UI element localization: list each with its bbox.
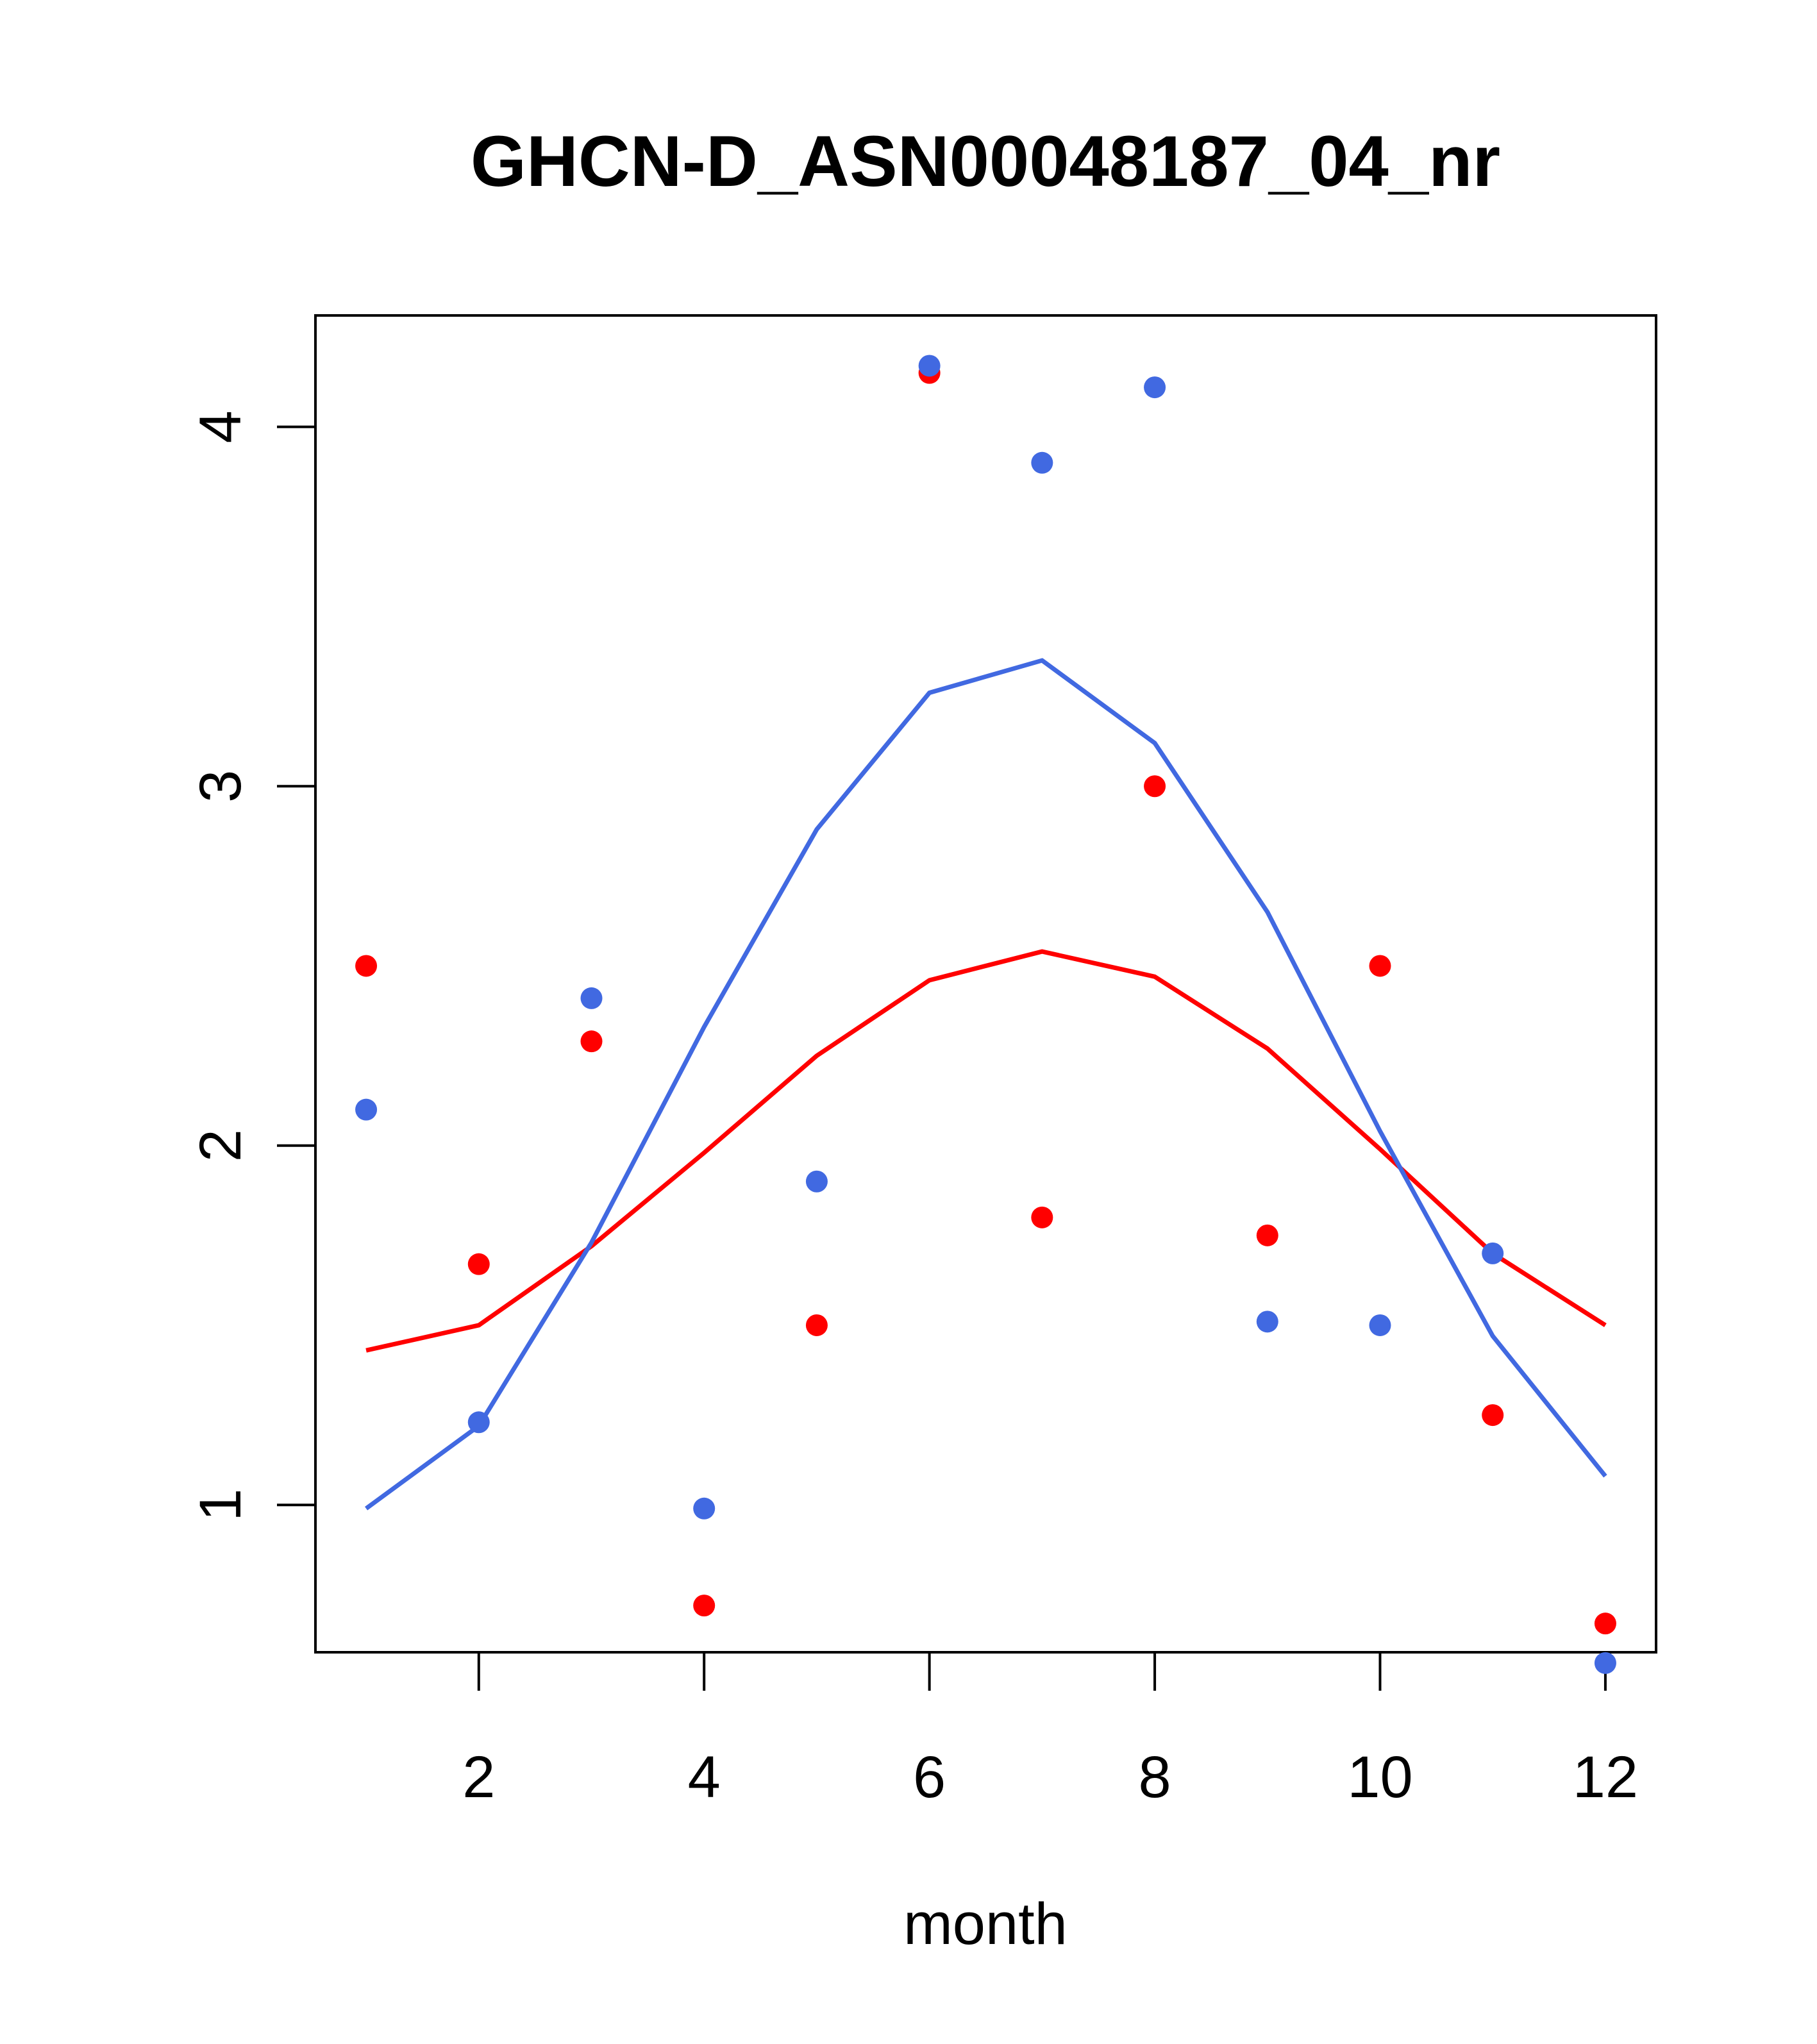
red-points-point-9 — [1256, 1224, 1278, 1246]
y-tick-label-4: 4 — [188, 410, 253, 443]
x-axis-label: month — [903, 1891, 1068, 1957]
blue-points-point-7 — [1031, 451, 1053, 474]
series-points — [355, 355, 1616, 1674]
blue-fit-line — [365, 658, 1607, 1511]
red-points-point-1 — [355, 955, 378, 977]
blue-points-point-8 — [1144, 376, 1166, 399]
y-tick-label-3: 3 — [188, 770, 253, 803]
series-lines — [365, 658, 1607, 1511]
x-tick-label-4: 4 — [688, 1745, 721, 1810]
red-fit-line — [365, 949, 1607, 1353]
blue-points-point-10 — [1369, 1314, 1391, 1336]
x-axis: 2 4 6 8 10 12 — [462, 1651, 1638, 1810]
red-points-point-5 — [805, 1314, 828, 1336]
x-tick-label-10: 10 — [1347, 1745, 1412, 1810]
red-points-point-11 — [1482, 1404, 1504, 1427]
x-tick-label-8: 8 — [1138, 1745, 1171, 1810]
blue-points-point-11 — [1482, 1242, 1504, 1264]
red-points-point-12 — [1594, 1613, 1616, 1635]
blue-points-point-1 — [355, 1098, 378, 1121]
y-axis: 1 2 3 4 — [188, 410, 317, 1521]
x-tick-label-6: 6 — [913, 1745, 946, 1810]
chart-title: GHCN-D_ASN00048187_04_nr — [471, 121, 1500, 201]
red-points-point-10 — [1369, 955, 1391, 977]
blue-points-point-9 — [1256, 1311, 1278, 1333]
red-points-point-2 — [467, 1253, 490, 1275]
plot-frame — [314, 314, 1657, 1654]
x-tick-label-2: 2 — [462, 1745, 495, 1810]
y-tick-label-1: 1 — [188, 1489, 253, 1521]
blue-points-point-4 — [693, 1497, 716, 1520]
x-tick-label-12: 12 — [1573, 1745, 1638, 1810]
blue-points-point-3 — [580, 987, 603, 1009]
red-points-point-8 — [1144, 775, 1166, 798]
blue-points-point-2 — [467, 1411, 490, 1434]
red-points-point-7 — [1031, 1206, 1053, 1228]
red-points-point-3 — [580, 1030, 603, 1053]
blue-points-point-5 — [805, 1170, 828, 1193]
red-points-point-4 — [693, 1595, 716, 1617]
blue-points-point-6 — [918, 355, 941, 377]
blue-points-point-12 — [1594, 1652, 1616, 1674]
y-tick-label-2: 2 — [188, 1129, 253, 1162]
